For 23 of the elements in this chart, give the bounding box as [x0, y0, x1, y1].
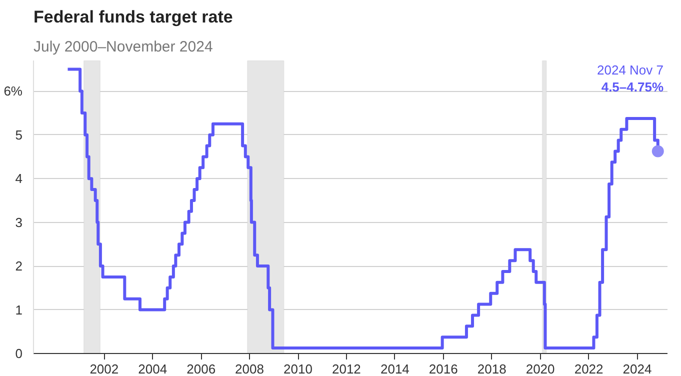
annotation: 2024 Nov 7: [597, 62, 664, 78]
x-tick-label: 2016: [428, 362, 458, 376]
y-tick-label: 3: [15, 214, 23, 230]
x-tick-label: 2004: [138, 362, 168, 376]
x-tick-label: 2014: [380, 362, 410, 376]
x-tick-label: 2008: [235, 362, 264, 376]
x-tick-label: 2010: [284, 362, 312, 376]
y-tick-label: 2: [15, 258, 23, 274]
y-tick-label: 5: [15, 127, 23, 142]
y-tick-label: 1: [15, 302, 23, 318]
x-tick-label: 2006: [186, 362, 216, 376]
x-tick-label: 2012: [332, 362, 361, 376]
x-tick-label: 2002: [90, 362, 119, 376]
y-tick-label: 6%: [4, 84, 23, 99]
x-tick-label: 2018: [477, 362, 506, 376]
annotation: 4.5–4.75%: [601, 80, 664, 94]
y-tick-label: 4: [15, 171, 23, 186]
x-tick-label: 2024: [622, 362, 652, 376]
y-tick-label: 0: [15, 346, 23, 361]
x-tick-label: 2020: [526, 362, 555, 376]
x-tick-label: 2022: [574, 362, 604, 376]
chart-subtitle: July 2000–November 2024: [34, 38, 213, 56]
chart-title: Federal funds target rate: [34, 8, 233, 26]
